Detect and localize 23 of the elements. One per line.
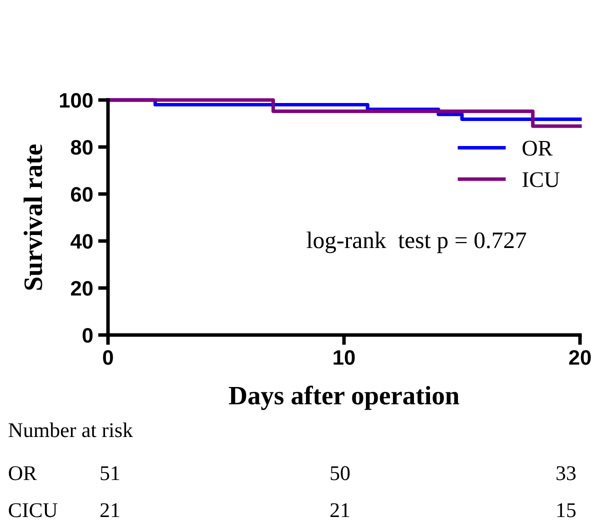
- y-tick-label: 40: [70, 234, 93, 249]
- text: 21: [100, 503, 120, 518]
- text: 33: [556, 466, 576, 480]
- x-axis-title: Days after operation: [228, 386, 460, 410]
- y-tick-label: 100: [60, 93, 93, 108]
- y-tick-label: 80: [70, 140, 93, 155]
- y-tick-label: 20: [70, 281, 93, 296]
- x-tick-label: 0: [103, 350, 113, 365]
- text: 50: [330, 466, 350, 480]
- y-tick-label: 60: [71, 187, 93, 202]
- annotation: log-rank test p = 0.727: [306, 232, 526, 254]
- x-tick-label: 10: [334, 350, 355, 365]
- text: 21: [330, 503, 350, 518]
- text: 51: [100, 466, 120, 480]
- x-tick-label: 20: [569, 350, 591, 365]
- legend-label: ICU: [522, 172, 560, 188]
- text: Number at risk: [8, 422, 133, 438]
- text: 15: [557, 503, 576, 518]
- y-axis-title: Survival rate: [24, 144, 42, 290]
- legend-label: OR: [522, 140, 553, 156]
- text: OR: [8, 466, 37, 480]
- y-tick-label: 0: [82, 328, 93, 343]
- text: CICU: [8, 503, 58, 518]
